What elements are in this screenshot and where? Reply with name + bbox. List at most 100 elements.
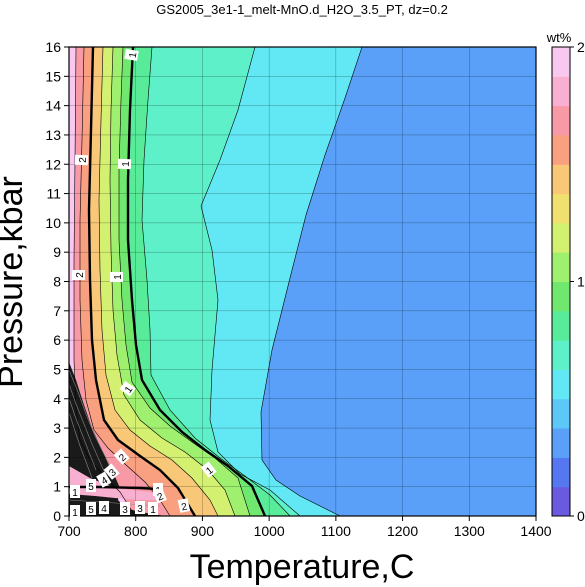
contour-label: 2: [177, 498, 191, 513]
contour-label: 5: [86, 502, 96, 516]
colorbar-segment: [552, 281, 570, 312]
contour-label-text: 2: [180, 501, 188, 513]
contour-label-box: [86, 502, 96, 515]
contour-label-text: 1: [150, 505, 156, 516]
contour-label-text: 4: [100, 475, 111, 488]
y-tick-label: 6: [53, 332, 61, 348]
contour-label-box: [135, 501, 145, 514]
x-tick-label: 900: [191, 523, 215, 539]
contour-lines-bold: [69, 47, 267, 516]
contour-label-box: [177, 498, 191, 513]
contour-label-text: 2: [78, 157, 89, 163]
colorbar-title: wt%: [546, 30, 572, 45]
contour-label: 3: [103, 463, 120, 480]
contour-label-text: 1: [128, 51, 140, 59]
colorbar-segment: [552, 47, 570, 77]
x-axis-ticks: 700 800 900 1000 1100 1200 1300 1400: [57, 516, 552, 539]
y-axis-label: Pressure,kbar: [0, 176, 30, 388]
contour-label-box: [152, 487, 167, 504]
colorbar-segment: [552, 105, 570, 136]
contour-label-box: [119, 380, 136, 397]
colorbar-segment: [552, 369, 570, 400]
contour-label-box: [124, 48, 139, 61]
contour-label-text: 1: [72, 508, 78, 519]
colorbar: 0 1 2 wt%: [546, 30, 585, 524]
chart-title: GS2005_3e1-1_melt-MnO.d_H2O_3.5_PT, dz=0…: [156, 2, 448, 17]
colorbar-segment: [552, 340, 570, 370]
colorbar-segment: [552, 252, 570, 282]
colorbar-segment: [552, 134, 570, 165]
contour-label-box: [74, 154, 89, 166]
contour-label: 3: [135, 501, 145, 515]
contour-label-text: 1: [113, 274, 124, 280]
x-tick-label: 1200: [387, 523, 418, 539]
contour-label: 1: [200, 461, 217, 478]
y-tick-label: 3: [53, 420, 61, 436]
colorbar-segment: [552, 457, 570, 488]
contour-label: 1: [124, 48, 140, 61]
y-tick-label: 12: [45, 156, 61, 172]
contour-label: 1: [148, 502, 158, 516]
colorbar-segment: [552, 310, 570, 341]
y-tick-label: 5: [53, 361, 61, 377]
contour-labels: 111111222221543145331: [70, 48, 217, 519]
x-tick-label: 700: [57, 523, 81, 539]
y-tick-label: 4: [53, 391, 61, 407]
contour-label-text: 2: [75, 272, 86, 278]
x-tick-label: 1400: [520, 523, 551, 539]
colorbar-tick-label: 0: [577, 508, 585, 524]
contour-label-text: 2: [156, 491, 166, 503]
colorbar-segment: [552, 193, 570, 224]
contour-label: 2: [74, 154, 89, 166]
contour-label-box: [110, 272, 123, 282]
y-tick-label: 10: [45, 215, 61, 231]
y-tick-label: 7: [53, 303, 61, 319]
y-tick-label: 14: [45, 98, 61, 114]
colorbar-tick-label: 2: [577, 39, 585, 55]
contour-label: 5: [86, 479, 96, 493]
y-tick-label: 11: [46, 186, 61, 202]
contour-label: 1: [110, 272, 124, 282]
y-tick-label: 1: [53, 479, 61, 495]
colorbar-segment: [552, 76, 570, 107]
grid: [68, 46, 537, 517]
colorbar-segment: [552, 222, 570, 253]
y-tick-label: 0: [53, 508, 61, 524]
contour-label: 2: [152, 487, 167, 504]
contour-label-box: [70, 485, 80, 498]
contour-label: 1: [119, 380, 136, 397]
contour-label-text: 3: [137, 504, 143, 515]
contour-label-box: [70, 505, 80, 518]
contour-label-box: [148, 502, 158, 515]
contour-label-box: [96, 471, 112, 488]
y-tick-label: 16: [45, 39, 61, 55]
contour-label-text: 3: [107, 467, 119, 479]
contour-label: 4: [96, 471, 112, 488]
contour-label-box: [120, 502, 130, 515]
y-tick-label: 8: [53, 274, 61, 290]
contour-label-box: [72, 270, 85, 280]
x-tick-label: 800: [124, 523, 148, 539]
y-tick-label: 15: [45, 68, 61, 84]
x-tick-label: 1100: [321, 523, 351, 539]
contour-label-text: 1: [123, 384, 135, 395]
x-tick-label: 1000: [254, 523, 285, 539]
colorbar-segment: [552, 164, 570, 195]
contour-label: 1: [117, 158, 132, 170]
contour-label-box: [99, 501, 109, 514]
contour-label: 1: [70, 485, 80, 499]
contour-label-text: 1: [72, 488, 78, 499]
field-band-dark: [69, 362, 165, 516]
contour-label-text: 2: [117, 452, 129, 464]
colorbar-tick-label: 1: [577, 274, 585, 290]
contour-label: 2: [72, 270, 86, 280]
y-tick-label: 9: [53, 244, 61, 260]
contour-label: 3: [120, 502, 130, 516]
contour-label-box: [103, 463, 120, 480]
contour-label: 1: [70, 505, 80, 519]
contour-label-text: 5: [88, 505, 94, 516]
contour-label-text: 4: [101, 504, 107, 515]
colorbar-segment: [552, 486, 570, 517]
